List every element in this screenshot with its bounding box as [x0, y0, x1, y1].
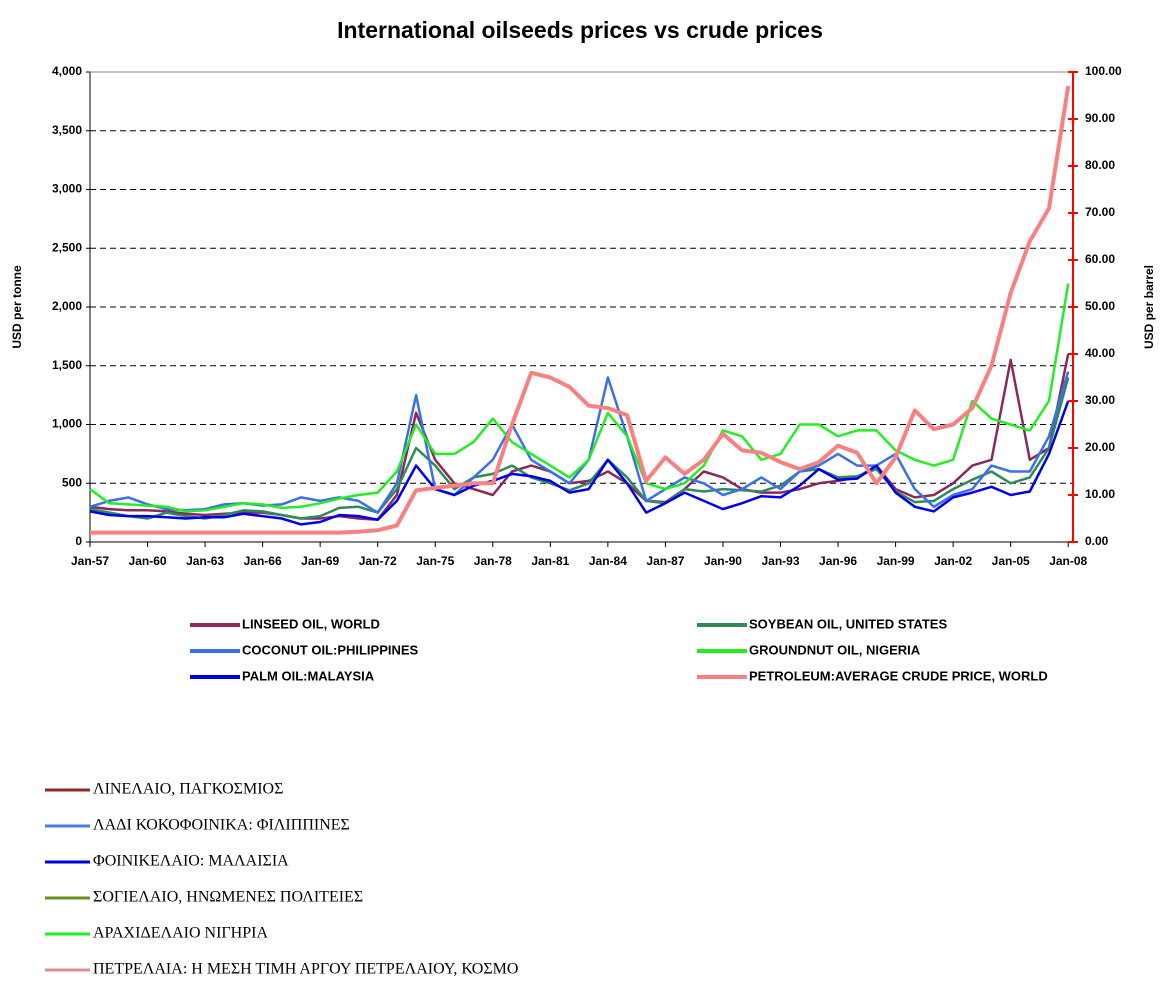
y-axis-label: USD per tonne	[10, 265, 24, 349]
x-tick-label: Jan-60	[129, 554, 167, 568]
y-tick-label: 500	[62, 475, 82, 489]
x-tick-label: Jan-93	[761, 554, 799, 568]
x-tick-label: Jan-63	[186, 554, 224, 568]
note-label: ΛΙΝΕΛΑΙΟ, ΠΑΓΚΟΣΜΙΟΣ	[93, 781, 283, 798]
x-tick-label: Jan-66	[244, 554, 282, 568]
x-tick-label: Jan-78	[474, 554, 512, 568]
series-line	[90, 85, 1071, 535]
y-tick-label: 2,500	[52, 240, 82, 254]
x-tick-label: Jan-75	[416, 554, 454, 568]
y2-tick-label: 10.00	[1085, 487, 1115, 501]
y2-tick-label: 60.00	[1085, 252, 1115, 266]
y-tick-label: 1,500	[52, 358, 82, 372]
y2-tick-label: 0.00	[1085, 534, 1109, 548]
series-line	[89, 353, 1070, 521]
y2-tick-label: 40.00	[1085, 346, 1115, 360]
y-tick-label: 2,000	[52, 299, 82, 313]
chart-title: International oilseeds prices vs crude p…	[337, 17, 823, 43]
y-tick-label: 1,000	[52, 417, 82, 431]
x-tick-label: Jan-08	[1049, 554, 1087, 568]
x-tick-label: Jan-81	[531, 554, 569, 568]
y2-tick-label: 100.00	[1085, 64, 1122, 78]
y2-tick-label: 50.00	[1085, 299, 1115, 313]
note-label: ΣΟΓΙΕΛΑΙΟ, ΗΝΩΜΕΝΕΣ ΠΟΛΙΤΕΙΕΣ	[93, 889, 363, 906]
note-label: ΦΟΙΝΙΚΕΛΑΙΟ: ΜΑΛΑΙΣΙΑ	[93, 853, 289, 870]
note-label: ΠΕΤΡΕΛΑΙΑ: Η ΜΕΣΗ ΤΙΜΗ ΑΡΓΟΥ ΠΕΤΡΕΛΑΙΟΥ,…	[93, 961, 518, 978]
y-tick-label: 3,500	[52, 123, 82, 137]
x-tick-label: Jan-99	[877, 554, 915, 568]
x-tick-label: Jan-96	[819, 554, 857, 568]
y2-tick-label: 90.00	[1085, 111, 1115, 125]
x-tick-label: Jan-02	[934, 554, 972, 568]
series-line	[89, 377, 1070, 520]
legend-label: PALM OIL:MALAYSIA	[242, 668, 375, 683]
y-tick-label: 4,000	[52, 64, 82, 78]
legend-label: PETROLEUM:AVERAGE CRUDE PRICE, WORLD	[749, 668, 1048, 683]
y-tick-label: 0	[75, 534, 82, 548]
series-line	[89, 283, 1070, 513]
legend-label: LINSEED OIL, WORLD	[242, 616, 380, 631]
y2-tick-label: 70.00	[1085, 205, 1115, 219]
note-label: ΑΡΑΧΙΔΕΛΑΙΟ ΝΙΓΗΡΙΑ	[93, 925, 268, 942]
x-tick-label: Jan-57	[71, 554, 109, 568]
legend-label: SOYBEAN OIL, UNITED STATES	[749, 616, 947, 631]
x-tick-label: Jan-90	[704, 554, 742, 568]
y2-tick-label: 80.00	[1085, 158, 1115, 172]
note-label: ΛΑΔΙ ΚΟΚΟΦΟΙΝΙΚΑ: ΦΙΛΙΠΠΙΝΕΣ	[93, 817, 350, 834]
series-line	[89, 400, 1070, 526]
legend-label: COCONUT OIL:PHILIPPINES	[242, 642, 419, 657]
y2-axis-label: USD per barrel	[1142, 265, 1156, 349]
y2-tick-label: 30.00	[1085, 393, 1115, 407]
y-tick-label: 3,000	[52, 182, 82, 196]
x-tick-label: Jan-87	[646, 554, 684, 568]
x-tick-label: Jan-72	[359, 554, 397, 568]
x-tick-label: Jan-05	[992, 554, 1030, 568]
x-tick-label: Jan-69	[301, 554, 339, 568]
x-tick-label: Jan-84	[589, 554, 627, 568]
y2-tick-label: 20.00	[1085, 440, 1115, 454]
legend-label: GROUNDNUT OIL, NIGERIA	[749, 642, 921, 657]
